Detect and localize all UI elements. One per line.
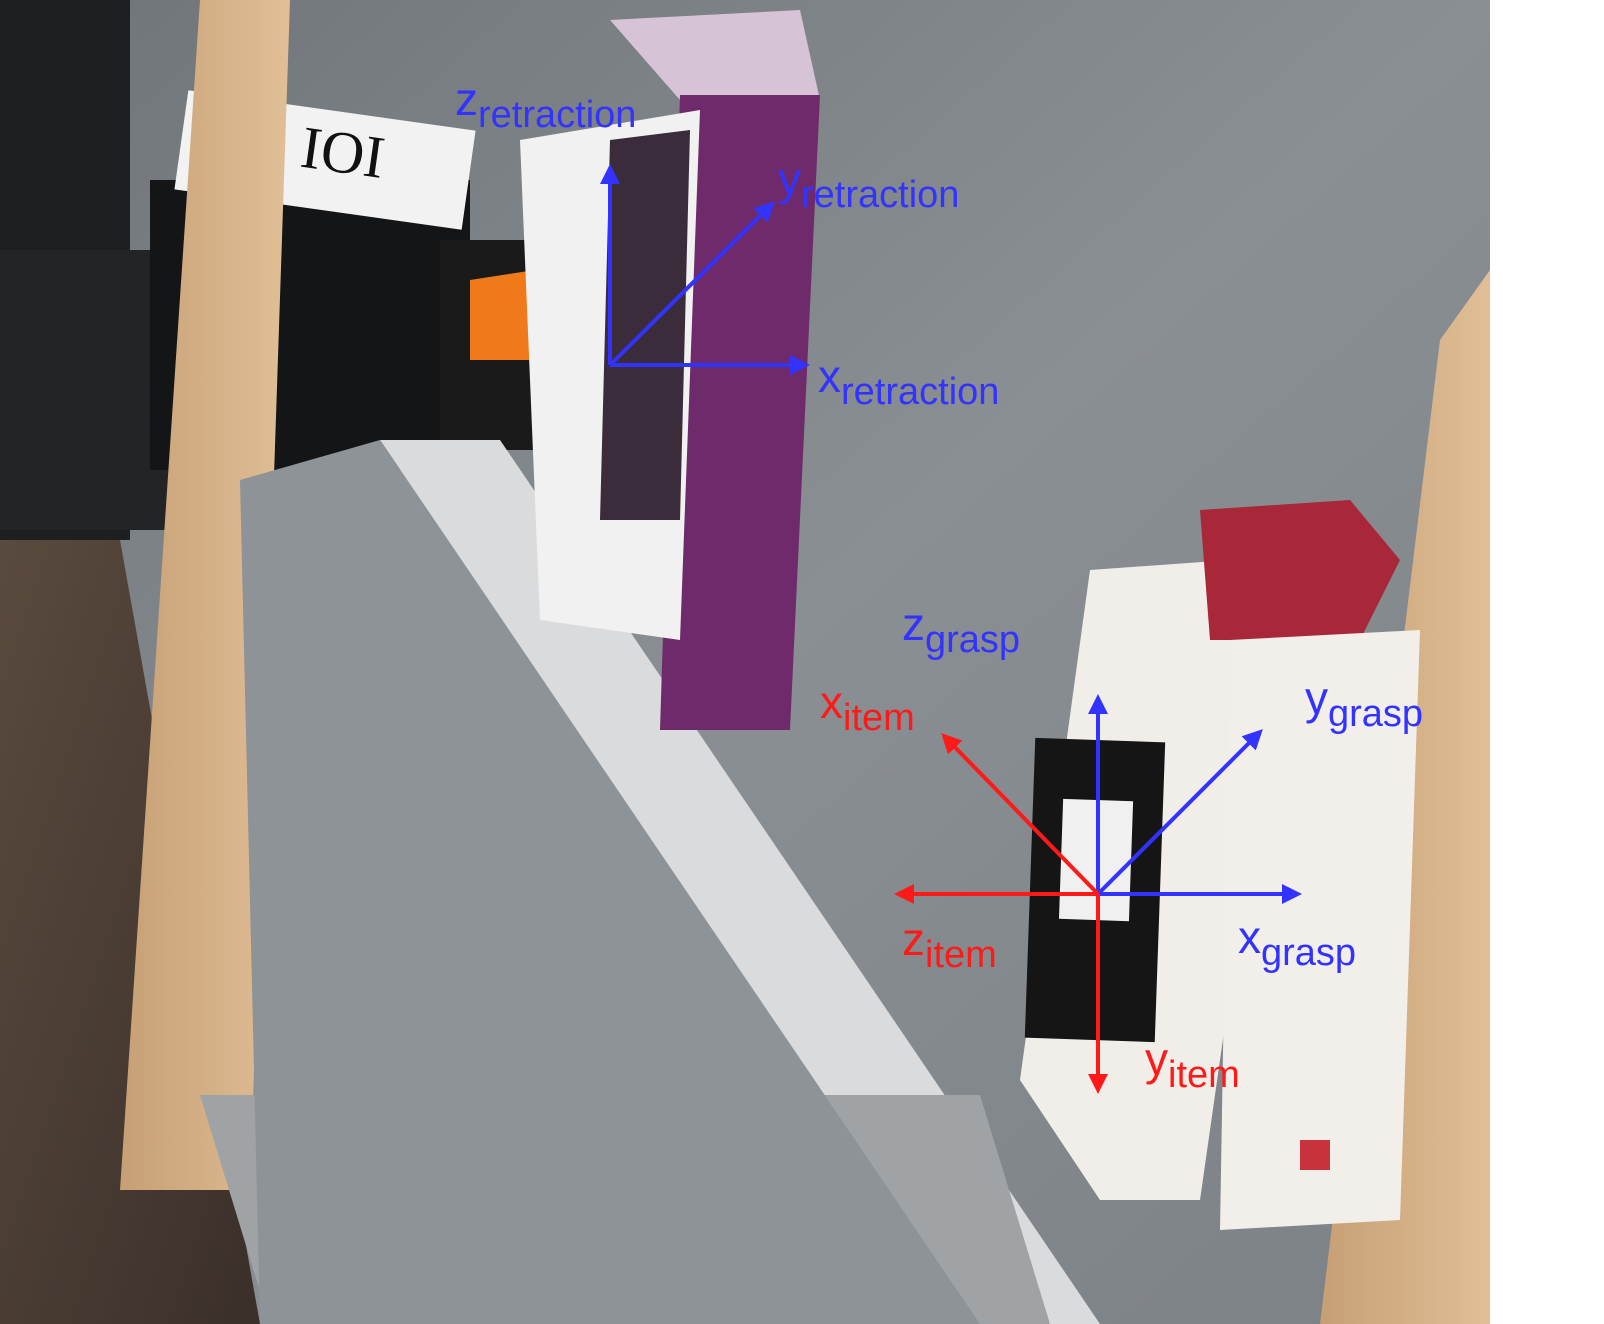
z-retraction-base: z xyxy=(455,73,478,125)
x-item-base: x xyxy=(820,676,843,728)
y-retraction-arrow xyxy=(608,201,775,367)
z-retraction-label: zretraction xyxy=(455,73,636,136)
grasp-boxes xyxy=(1020,500,1420,1230)
y-grasp-sub: grasp xyxy=(1328,693,1423,735)
x-retraction-base: x xyxy=(818,350,841,402)
x-grasp-sub: grasp xyxy=(1261,932,1356,974)
z-retraction-sub: retraction xyxy=(478,94,636,136)
y-retraction-sub: retraction xyxy=(801,174,959,216)
item-frame: xitem zitem yitem xyxy=(820,676,1240,1096)
x-grasp-base: x xyxy=(1238,911,1261,963)
x-grasp-label: xgrasp xyxy=(1238,911,1356,974)
x-retraction-label: xretraction xyxy=(818,350,999,413)
svg-text:IOI: IOI xyxy=(297,114,389,191)
y-item-base: y xyxy=(1145,1033,1168,1085)
y-grasp-arrow xyxy=(1096,729,1263,896)
retraction-frame: zretraction yretraction xretraction xyxy=(455,73,999,413)
shelf-boards xyxy=(200,440,1100,1324)
z-item-sub: item xyxy=(925,934,997,976)
z-grasp-base: z xyxy=(902,598,925,650)
y-retraction-base: y xyxy=(778,153,801,205)
z-grasp-label: zgrasp xyxy=(902,598,1020,661)
purple-box xyxy=(520,10,820,730)
y-item-label: yitem xyxy=(1145,1033,1240,1096)
z-grasp-sub: grasp xyxy=(925,619,1020,661)
y-grasp-base: y xyxy=(1305,672,1328,724)
x-retraction-sub: retraction xyxy=(841,371,999,413)
x-item-arrow xyxy=(941,733,1100,896)
grasp-frame: zgrasp ygrasp xgrasp xyxy=(902,598,1423,974)
y-grasp-label: ygrasp xyxy=(1305,672,1423,735)
z-item-label: zitem xyxy=(902,913,997,976)
x-item-sub: item xyxy=(843,697,915,739)
y-retraction-label: yretraction xyxy=(778,153,959,216)
y-item-sub: item xyxy=(1168,1054,1240,1096)
x-item-label: xitem xyxy=(820,676,915,739)
z-item-base: z xyxy=(902,913,925,965)
